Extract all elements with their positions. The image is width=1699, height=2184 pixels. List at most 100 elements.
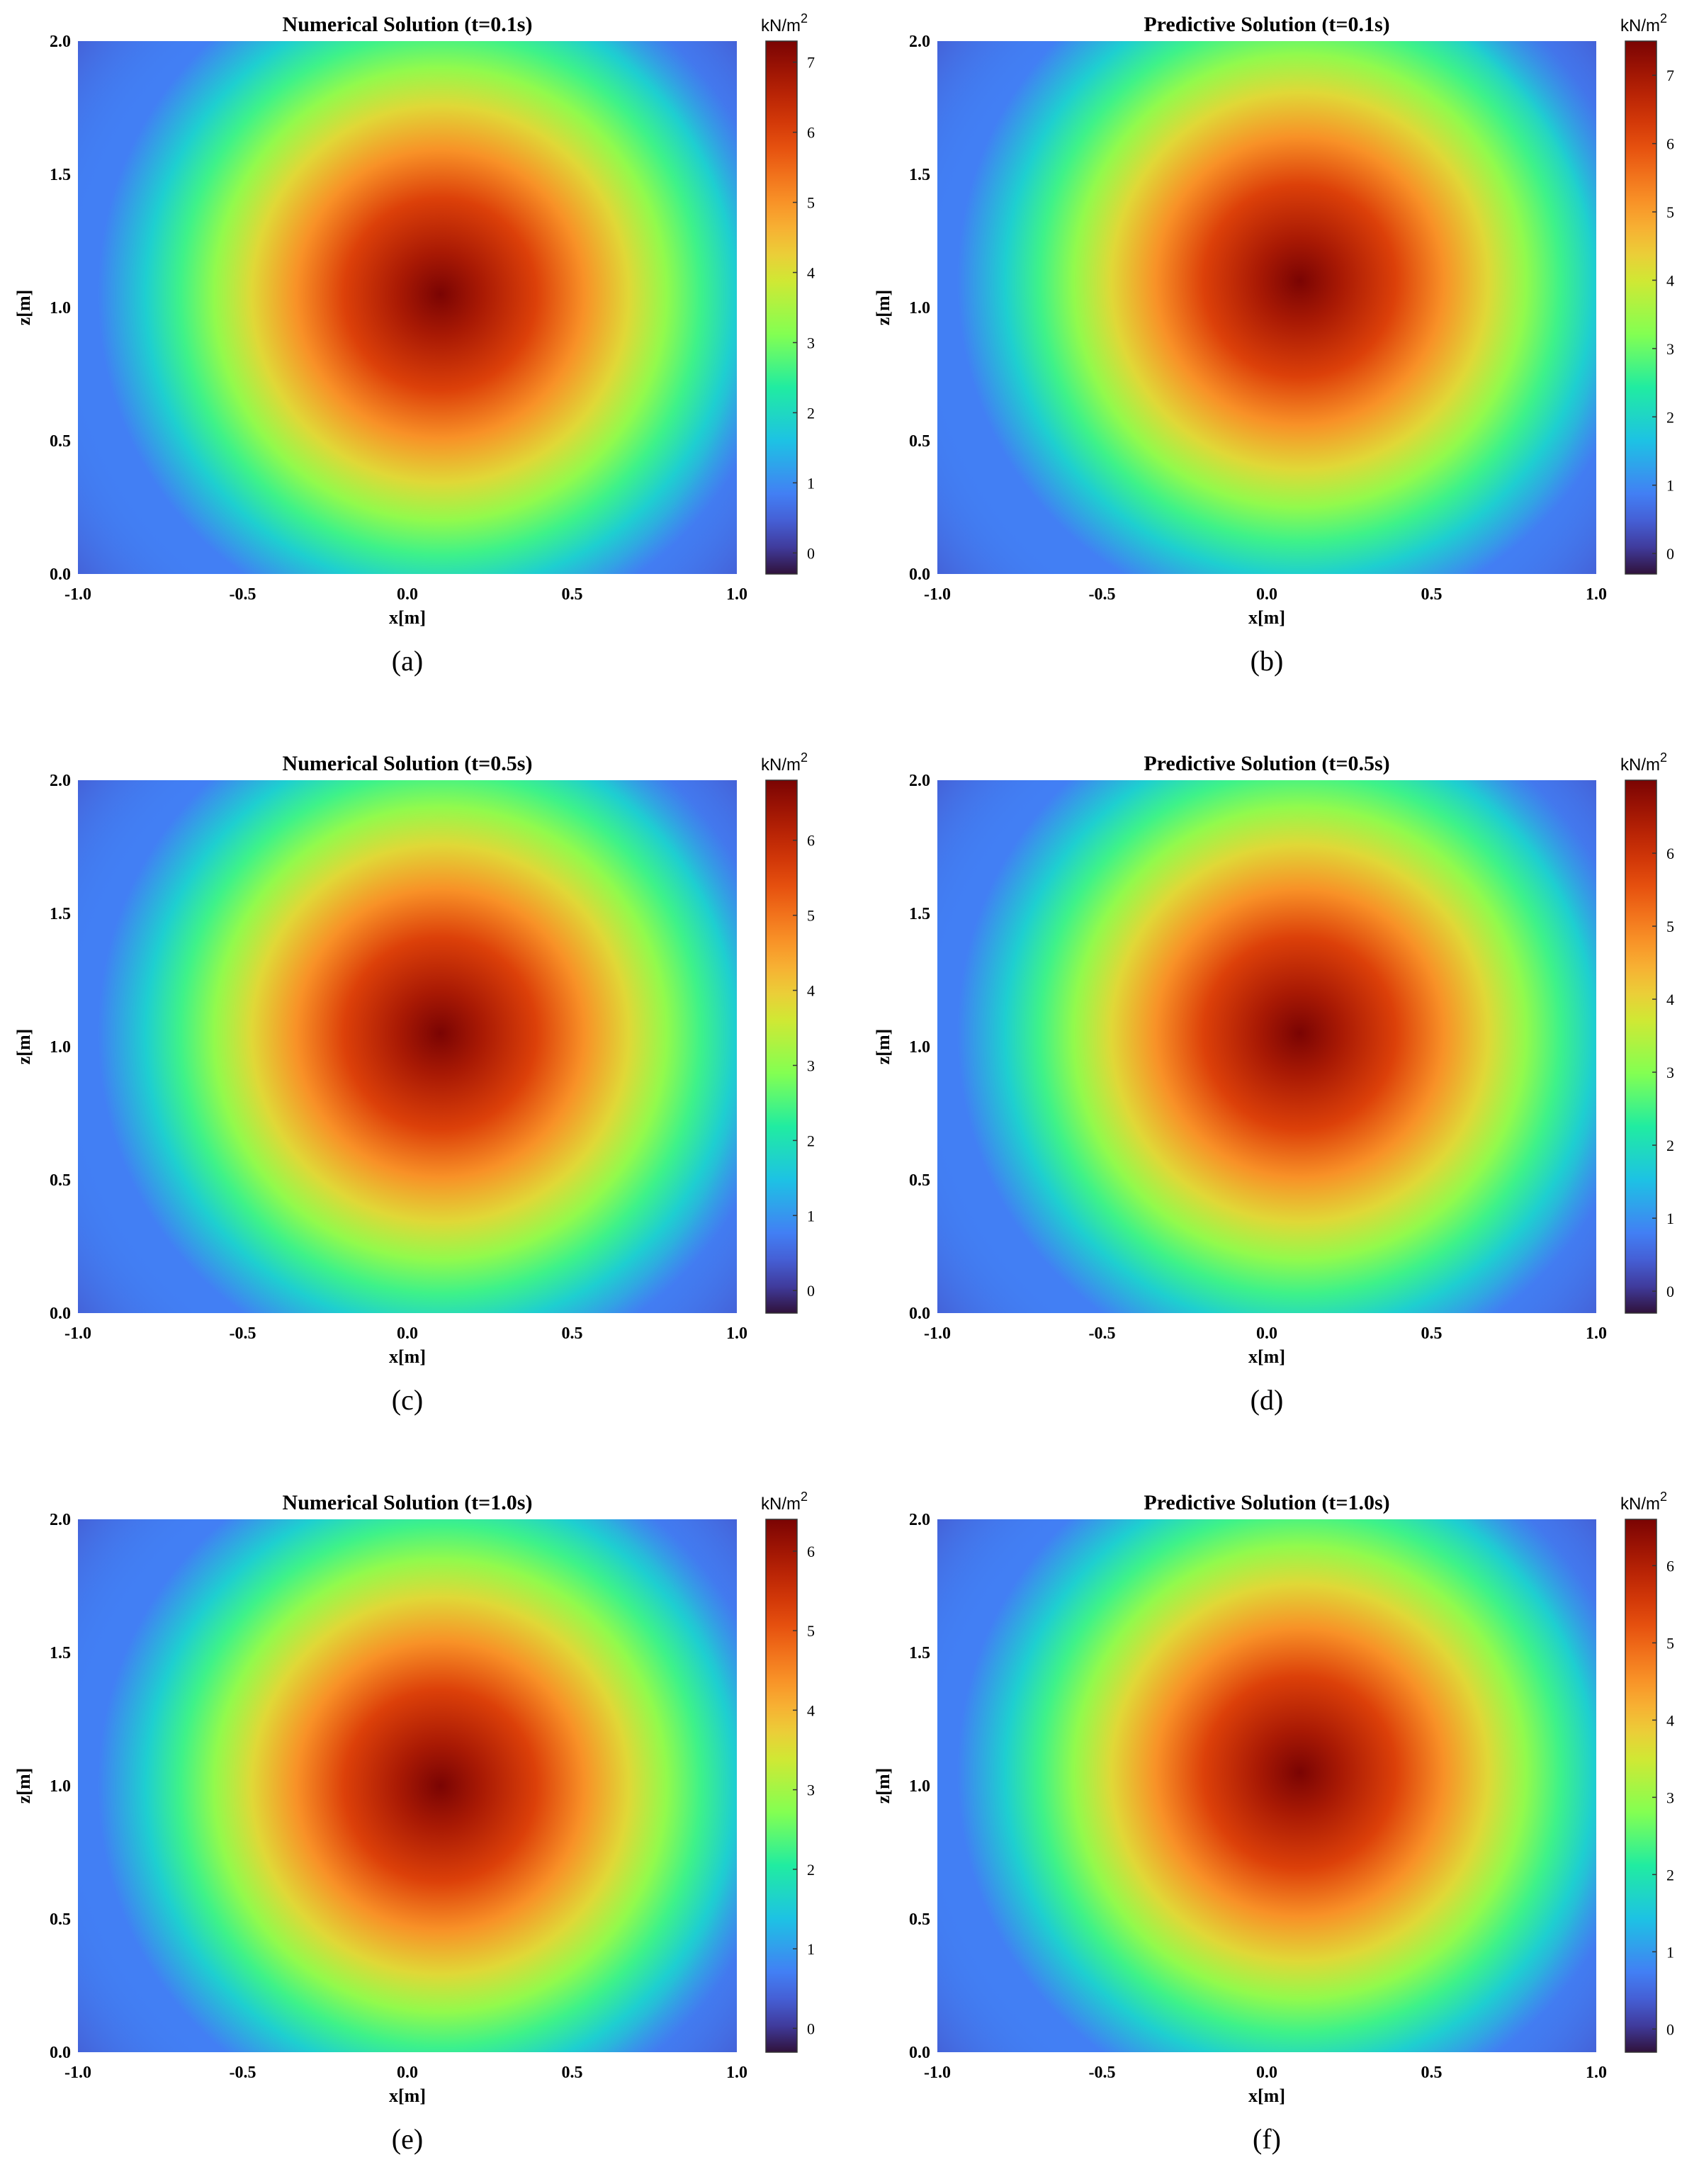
colorbar (765, 779, 798, 1314)
colorbar-tick-label: 5 (1666, 203, 1674, 221)
colorbar-tick-label: 2 (1666, 408, 1674, 426)
y-tick-label: 1.5 (50, 905, 71, 923)
colorbar-unit: kN/m2 (1620, 1490, 1667, 1514)
colorbar-tick-label: 0 (807, 544, 815, 562)
y-tick-label: 0.0 (909, 565, 930, 584)
y-tick-label: 1.5 (909, 166, 930, 184)
y-axis-label: z[m] (873, 1768, 893, 1804)
x-tick-label: -1.0 (64, 2064, 91, 2082)
x-axis-label: x[m] (1248, 607, 1285, 628)
x-tick-label: 0.5 (562, 1324, 583, 1343)
colorbar-unit: kN/m2 (761, 11, 808, 35)
x-axis-label: x[m] (389, 1346, 426, 1367)
heatmap-vignette (78, 1519, 737, 2052)
x-axis-label: x[m] (1248, 2086, 1285, 2106)
heatmap-vignette (937, 1519, 1596, 2052)
colorbar-tick-label: 5 (1666, 1634, 1674, 1652)
x-tick-label: -0.5 (1089, 585, 1116, 604)
y-tick-label: 1.0 (50, 1038, 71, 1057)
x-tick-label: 0.5 (1421, 1324, 1443, 1343)
colorbar-tick-label: 4 (807, 1701, 815, 1719)
y-tick-label: 1.0 (909, 1038, 930, 1057)
colorbar (765, 1519, 798, 2053)
y-tick-label: 1.0 (909, 299, 930, 317)
x-tick-label: 1.0 (1586, 1324, 1607, 1343)
colorbar-tick-label: 5 (807, 1622, 815, 1640)
y-tick-label: 1.0 (909, 1777, 930, 1796)
y-tick-label: 0.5 (50, 1171, 71, 1190)
colorbar-tick-label: 6 (807, 124, 815, 142)
y-tick-label: 0.5 (909, 1910, 930, 1929)
y-axis-label: z[m] (13, 1029, 34, 1065)
panel-c: Numerical Solution (t=0.5s) -1.0 -0.5 0.0 0.… (13, 750, 815, 1416)
colorbar-tick-label: 6 (807, 1543, 815, 1560)
colorbar-tick-label: 1 (807, 1940, 815, 1958)
colorbar-unit: kN/m2 (1620, 750, 1667, 775)
colorbar-unit: kN/m2 (761, 1490, 808, 1514)
panel-caption: (e) (392, 2123, 423, 2155)
y-tick-label: 1.5 (50, 166, 71, 184)
y-tick-label: 2.0 (50, 1511, 71, 1529)
panel-caption: (c) (392, 1384, 423, 1416)
panel-caption: (b) (1251, 645, 1284, 677)
x-tick-label: -0.5 (230, 585, 256, 604)
x-tick-label: 0.0 (397, 585, 418, 604)
x-tick-label: 0.5 (1421, 585, 1443, 604)
y-tick-label: 1.0 (50, 299, 71, 317)
y-tick-label: 0.0 (50, 1305, 71, 1323)
colorbar-tick-label: 2 (807, 1132, 815, 1149)
y-tick-label: 0.0 (909, 2044, 930, 2062)
x-tick-label: 0.5 (562, 585, 583, 604)
colorbar-tick-label: 5 (807, 907, 815, 925)
x-axis-label: x[m] (389, 2086, 426, 2106)
y-tick-label: 2.0 (909, 1511, 930, 1529)
panel-caption: (f) (1253, 2123, 1281, 2155)
colorbar-tick-label: 6 (1666, 845, 1674, 862)
y-tick-label: 0.5 (909, 1171, 930, 1190)
colorbar-tick-label: 0 (1666, 2020, 1674, 2038)
panel-caption: (a) (392, 645, 423, 677)
panel-e: Numerical Solution (t=1.0s) -1.0 -0.5 0.0 0.… (13, 1490, 815, 2155)
heatmap-vignette (78, 780, 737, 1313)
colorbar-tick-label: 0 (807, 2020, 815, 2037)
colorbar-tick-label: 7 (807, 54, 815, 72)
colorbar-tick-label: 4 (807, 982, 815, 1000)
colorbar-tick-label: 6 (807, 832, 815, 850)
x-axis-label: x[m] (1248, 1346, 1285, 1367)
panel-title: Numerical Solution (t=1.0s) (283, 1491, 533, 1514)
y-tick-label: 0.5 (909, 432, 930, 451)
colorbar-tick-label: 6 (1666, 135, 1674, 153)
colorbar-tick-label: 0 (1666, 1283, 1674, 1300)
colorbar-tick-label: 0 (1666, 545, 1674, 563)
colorbar-unit: kN/m2 (1620, 11, 1667, 35)
colorbar-tick-label: 1 (1666, 477, 1674, 495)
x-tick-label: -1.0 (924, 585, 951, 604)
colorbar-tick-label: 5 (1666, 918, 1674, 935)
x-tick-label: 1.0 (726, 585, 747, 604)
panel-d: Predictive Solution (t=0.5s) -1.0 -0.5 0.0 0… (873, 750, 1674, 1416)
y-axis-label: z[m] (13, 1768, 34, 1804)
colorbar-tick-label: 2 (1666, 1137, 1674, 1154)
x-tick-label: 1.0 (726, 1324, 747, 1343)
heatmap-vignette (937, 41, 1596, 574)
y-tick-label: 0.5 (50, 1910, 71, 1929)
colorbar-tick-label: 1 (807, 474, 815, 492)
y-tick-label: 2.0 (50, 772, 71, 790)
x-tick-label: 0.0 (1256, 1324, 1277, 1343)
colorbar-tick-label: 2 (807, 404, 815, 422)
y-tick-label: 0.0 (50, 565, 71, 584)
x-tick-label: 0.0 (397, 1324, 418, 1343)
y-axis-label: z[m] (873, 1029, 893, 1065)
panel-title: Numerical Solution (t=0.1s) (283, 13, 533, 36)
panel-b: Predictive Solution (t=0.1s) -1.0 -0.5 0.0 0… (873, 11, 1674, 677)
x-tick-label: -1.0 (924, 1324, 951, 1343)
colorbar (1625, 1519, 1657, 2053)
colorbar-tick-label: 3 (1666, 1064, 1674, 1081)
colorbar-tick-label: 2 (807, 1861, 815, 1879)
x-tick-label: -1.0 (924, 2064, 951, 2082)
x-tick-label: -1.0 (64, 585, 91, 604)
x-tick-label: -0.5 (1089, 1324, 1116, 1343)
y-tick-label: 2.0 (50, 33, 71, 51)
x-tick-label: 0.5 (1421, 2064, 1443, 2082)
colorbar (1625, 40, 1657, 575)
